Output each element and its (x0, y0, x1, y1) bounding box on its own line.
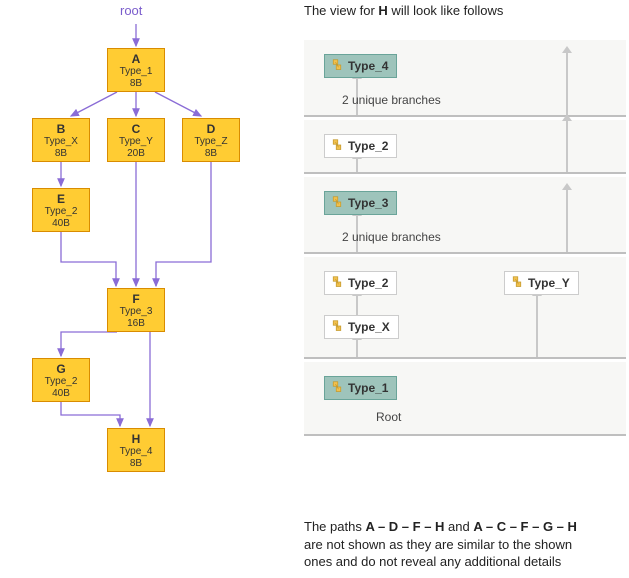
title-prefix: The view for (304, 3, 378, 18)
node-id: F (108, 292, 164, 306)
type-label: Type_4 (348, 59, 388, 73)
stack-panel: Type_4 2 unique branches (304, 40, 626, 117)
type-label: Type_3 (348, 196, 388, 210)
node-size: 8B (183, 148, 239, 160)
class-icon (331, 320, 343, 335)
footer-bold1: A – D – F – H (365, 519, 444, 534)
node-size: 8B (108, 458, 164, 470)
stack-panel: Type_2 (304, 120, 626, 174)
footer-mid: and (444, 519, 473, 534)
node-id: H (108, 432, 164, 446)
tree-node-G: G Type_2 40B (32, 358, 90, 402)
type-box: Type_3 (324, 191, 397, 215)
node-type: Type_Z (183, 136, 239, 148)
tree-node-F: F Type_3 16B (107, 288, 165, 332)
tree-node-B: B Type_X 8B (32, 118, 90, 162)
flow-arrow (566, 52, 568, 115)
class-icon (331, 139, 343, 154)
class-icon (331, 59, 343, 74)
class-icon (331, 276, 343, 291)
type-label: Type_X (348, 320, 390, 334)
footer-line3: ones and do not reveal any additional de… (304, 554, 561, 569)
branch-count-label: 2 unique branches (342, 93, 441, 107)
class-icon (331, 196, 343, 211)
type-box: Type_1 (324, 376, 397, 400)
node-type: Type_2 (33, 376, 89, 388)
type-label: Type_2 (348, 276, 388, 290)
node-size: 8B (33, 148, 89, 160)
flow-arrow (566, 189, 568, 252)
node-id: G (33, 362, 89, 376)
class-icon (331, 381, 343, 396)
node-id: E (33, 192, 89, 206)
node-size: 40B (33, 218, 89, 230)
node-id: B (33, 122, 89, 136)
type-box: Type_2 (324, 134, 397, 158)
type-box: Type_Y (504, 271, 579, 295)
stack-panel: Type_2 Type_Y Type_X (304, 257, 626, 359)
type-label: Type_2 (348, 139, 388, 153)
branch-count-label: 2 unique branches (342, 230, 441, 244)
tree-node-E: E Type_2 40B (32, 188, 90, 232)
right-pane-title: The view for H will look like follows (304, 3, 503, 18)
type-label: Type_1 (348, 381, 388, 395)
flow-arrow (566, 120, 568, 172)
node-id: C (108, 122, 164, 136)
footer-pre: The paths (304, 519, 365, 534)
title-suffix: will look like follows (388, 3, 504, 18)
root-label-right: Root (376, 410, 401, 424)
class-icon (511, 276, 523, 291)
node-id: D (183, 122, 239, 136)
type-box: Type_4 (324, 54, 397, 78)
footer-line2: are not shown as they are similar to the… (304, 537, 572, 552)
stack-panel: Type_1 Root (304, 362, 626, 436)
node-size: 8B (108, 78, 164, 90)
tree-node-A: A Type_1 8B (107, 48, 165, 92)
node-type: Type_3 (108, 306, 164, 318)
node-type: Type_1 (108, 66, 164, 78)
flow-arrow (536, 295, 538, 357)
node-size: 16B (108, 318, 164, 330)
node-type: Type_4 (108, 446, 164, 458)
title-bold: H (378, 3, 387, 18)
type-box: Type_X (324, 315, 399, 339)
type-label: Type_Y (528, 276, 570, 290)
tree-node-H: H Type_4 8B (107, 428, 165, 472)
tree-node-D: D Type_Z 8B (182, 118, 240, 162)
node-type: Type_2 (33, 206, 89, 218)
node-type: Type_X (33, 136, 89, 148)
footer-bold2: A – C – F – G – H (473, 519, 577, 534)
flow-arrow (356, 295, 358, 315)
node-size: 40B (33, 388, 89, 400)
type-box: Type_2 (324, 271, 397, 295)
stack-panel: Type_3 2 unique branches (304, 177, 626, 254)
node-size: 20B (108, 148, 164, 160)
flow-arrow (356, 339, 358, 357)
root-label: root (120, 3, 142, 18)
node-id: A (108, 52, 164, 66)
footer-caption: The paths A – D – F – H and A – C – F – … (304, 518, 624, 571)
flow-arrow (356, 158, 358, 172)
node-type: Type_Y (108, 136, 164, 148)
tree-node-C: C Type_Y 20B (107, 118, 165, 162)
